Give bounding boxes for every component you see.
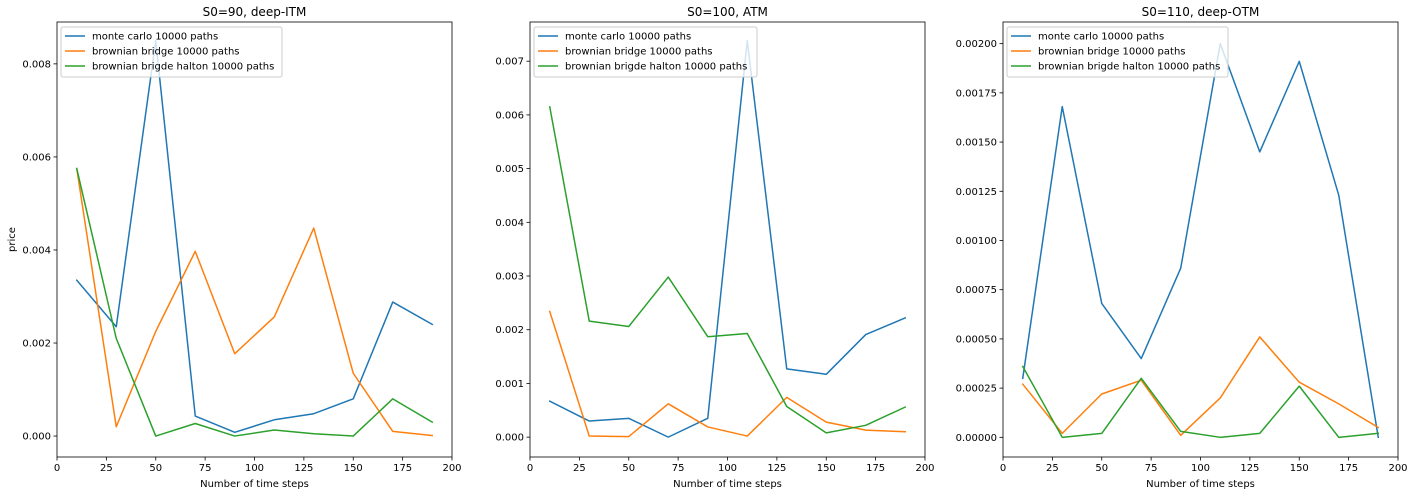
chart-3-y-tick-label: 0.00125 <box>956 187 997 198</box>
chart-1-x-tick-label: 100 <box>245 463 264 474</box>
chart-1-x-tick-label: 50 <box>149 463 162 474</box>
chart-1-x-axis-label: Number of time steps <box>200 479 309 490</box>
chart-3-legend-label-1: monte carlo 10000 paths <box>1038 32 1164 43</box>
chart-1-series-2-line <box>75 167 434 437</box>
chart-3-x-tick-label: 150 <box>1290 463 1309 474</box>
chart-1-legend-label-1: monte carlo 10000 paths <box>92 32 218 43</box>
chart-3-y-tick-label: 0.00150 <box>956 138 997 149</box>
chart-1-axes-frame <box>56 21 453 458</box>
chart-3-y-tick-label: 0.00050 <box>956 334 997 345</box>
chart-2-legend-label-2: brownian bridge 10000 paths <box>565 47 713 58</box>
chart-3-y-tick-label: 0.00025 <box>956 384 997 395</box>
chart-2-y-tick-label: 0.005 <box>495 164 524 175</box>
chart-3-series-3-line <box>1021 365 1380 439</box>
chart-2-series-1-line <box>548 40 907 438</box>
chart-1-y-tick-label: 0.004 <box>22 245 51 256</box>
chart-2-y-tick-label: 0.006 <box>495 110 524 121</box>
chart-2-y-tick-label: 0.003 <box>495 272 524 283</box>
chart-2-y-tick-label: 0.007 <box>495 57 524 68</box>
chart-2-x-tick-label: 75 <box>672 463 685 474</box>
chart-2-x-tick-label: 125 <box>767 463 786 474</box>
chart-3-x-axis-label: Number of time steps <box>1146 479 1255 490</box>
chart-1-x-tick-label: 150 <box>344 463 363 474</box>
chart-1-legend <box>60 26 283 78</box>
chart-2-title: S0=100, ATM <box>687 5 768 19</box>
chart-3-series-1-line <box>1021 42 1380 439</box>
chart-2-y-tick-label: 0.000 <box>495 433 524 444</box>
chart-1-legend-label-3: brownian brigde halton 10000 paths <box>92 62 274 73</box>
chart-1-y-tick-label: 0.008 <box>22 59 51 70</box>
chart-3-x-tick-label: 175 <box>1339 463 1358 474</box>
chart-2-series-2-line <box>548 310 907 438</box>
chart-1-x-tick-label: 125 <box>294 463 313 474</box>
chart-2-series-3-line <box>548 105 907 434</box>
chart-3-x-tick-label: 25 <box>1046 463 1059 474</box>
chart-3-axes-frame <box>1002 21 1399 458</box>
chart-1-x-tick-label: 0 <box>54 463 60 474</box>
chart-3-y-tick-label: 0.00175 <box>956 88 997 99</box>
chart-2-y-tick-label: 0.001 <box>495 379 524 390</box>
chart-1-y-tick-label: 0.000 <box>22 432 51 443</box>
chart-2-y-tick-label: 0.004 <box>495 218 524 229</box>
chart-3-x-tick-label: 200 <box>1388 463 1407 474</box>
chart-3-legend-label-2: brownian bridge 10000 paths <box>1038 47 1186 58</box>
chart-1-y-tick-label: 0.002 <box>22 339 51 350</box>
chart-3-legend <box>1006 26 1229 78</box>
chart-2-x-tick-label: 50 <box>622 463 635 474</box>
chart-3-x-tick-label: 100 <box>1191 463 1210 474</box>
chart-2-x-tick-label: 200 <box>915 463 934 474</box>
chart-2-legend-label-1: monte carlo 10000 paths <box>565 32 691 43</box>
chart-3-legend-label-3: brownian brigde halton 10000 paths <box>1038 62 1220 73</box>
chart-3-x-tick-label: 50 <box>1095 463 1108 474</box>
chart-1-legend-label-2: brownian bridge 10000 paths <box>92 47 240 58</box>
chart-1-series-1-line <box>75 39 434 434</box>
chart-2-x-tick-label: 25 <box>573 463 586 474</box>
chart-2-x-tick-label: 0 <box>527 463 533 474</box>
chart-3-y-tick-label: 0.00075 <box>956 285 997 296</box>
chart-2-x-tick-label: 175 <box>866 463 885 474</box>
chart-3-title: S0=110, deep-OTM <box>1142 5 1260 19</box>
chart-3-series-2-line <box>1021 336 1380 437</box>
chart-3-y-tick-label: 0.00200 <box>956 39 997 50</box>
chart-3-y-tick-label: 0.00000 <box>956 433 997 444</box>
chart-1-x-tick-label: 25 <box>100 463 113 474</box>
chart-2-x-tick-label: 150 <box>817 463 836 474</box>
chart-1-y-axis-label: price <box>7 227 18 252</box>
chart-2-axes-frame <box>529 21 926 458</box>
chart-3-y-tick-label: 0.00100 <box>956 236 997 247</box>
chart-2-legend <box>533 26 758 78</box>
chart-1-y-tick-label: 0.006 <box>22 152 51 163</box>
chart-1-x-tick-label: 200 <box>442 463 461 474</box>
chart-2-y-tick-label: 0.002 <box>495 325 524 336</box>
chart-1-x-tick-label: 75 <box>199 463 212 474</box>
chart-3-x-tick-label: 125 <box>1240 463 1259 474</box>
chart-1-series-3-line <box>75 167 434 437</box>
chart-1-title: S0=90, deep-ITM <box>203 5 307 19</box>
chart-2-x-axis-label: Number of time steps <box>673 479 782 490</box>
chart-3-x-tick-label: 0 <box>1000 463 1006 474</box>
chart-2-x-tick-label: 100 <box>718 463 737 474</box>
chart-3-x-tick-label: 75 <box>1145 463 1158 474</box>
chart-1-x-tick-label: 175 <box>393 463 412 474</box>
chart-2-legend-label-3: brownian brigde halton 10000 paths <box>565 62 747 73</box>
